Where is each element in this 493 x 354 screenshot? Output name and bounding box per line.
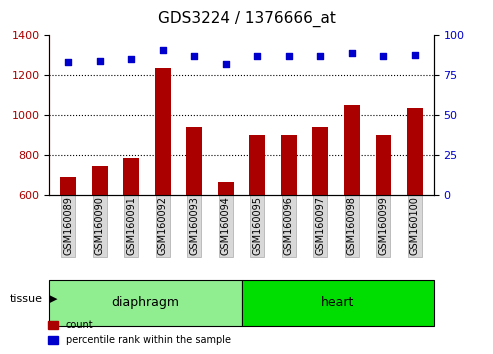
Bar bbox=[313, 127, 328, 195]
Bar bbox=[249, 135, 265, 195]
Bar bbox=[344, 105, 360, 195]
Text: tissue: tissue bbox=[10, 294, 43, 304]
Point bbox=[190, 53, 198, 59]
Bar bbox=[281, 135, 297, 195]
Bar bbox=[376, 135, 391, 195]
Point bbox=[411, 52, 419, 57]
Bar bbox=[407, 108, 423, 195]
Bar bbox=[218, 182, 234, 195]
Point bbox=[96, 58, 104, 64]
Bar bbox=[186, 127, 202, 195]
Point bbox=[380, 53, 387, 59]
Point bbox=[64, 59, 72, 65]
Bar bbox=[123, 158, 139, 195]
Text: heart: heart bbox=[321, 296, 354, 309]
Bar bbox=[60, 177, 76, 195]
Point bbox=[222, 61, 230, 67]
Point bbox=[317, 53, 324, 59]
Bar bbox=[155, 68, 171, 195]
Bar bbox=[92, 166, 107, 195]
Text: diaphragm: diaphragm bbox=[111, 296, 179, 309]
Point bbox=[253, 53, 261, 59]
Point bbox=[348, 50, 356, 56]
Point bbox=[285, 53, 293, 59]
Point bbox=[127, 56, 135, 62]
Point bbox=[159, 47, 167, 52]
Text: ▶: ▶ bbox=[49, 294, 58, 304]
Text: GDS3224 / 1376666_at: GDS3224 / 1376666_at bbox=[158, 11, 335, 27]
Legend: count, percentile rank within the sample: count, percentile rank within the sample bbox=[44, 316, 235, 349]
